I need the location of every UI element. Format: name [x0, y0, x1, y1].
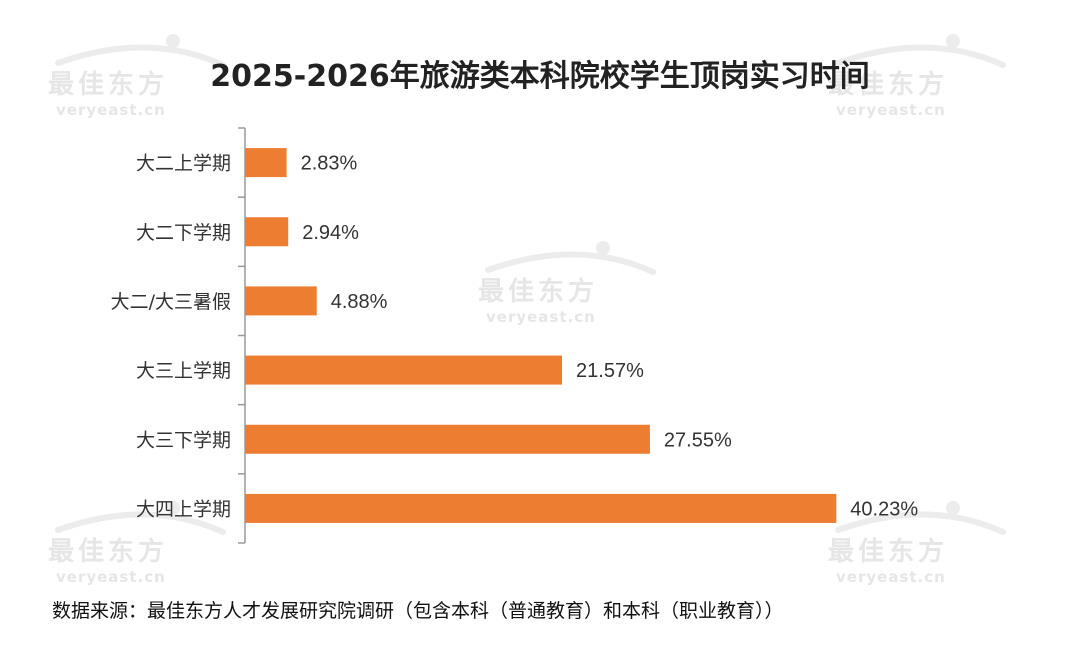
source-note: 数据来源：最佳东方人才发展研究院调研（包含本科（普通教育）和本科（职业教育））	[52, 600, 784, 622]
watermark-brand: 最佳东方	[478, 276, 598, 307]
watermark-swoosh	[835, 44, 1006, 68]
bar	[245, 493, 837, 523]
watermark-brand: 最佳东方	[828, 536, 948, 567]
watermark-site: veryeast.cn	[56, 101, 166, 119]
data-label: 2.94%	[302, 222, 359, 244]
data-label: 4.88%	[331, 291, 388, 313]
bar	[245, 355, 563, 385]
bar	[245, 217, 289, 247]
category-label: 大四上学期	[136, 498, 231, 520]
watermark-brand: 最佳东方	[48, 69, 168, 100]
category-label: 大三下学期	[136, 429, 231, 451]
category-label: 大三上学期	[136, 360, 231, 382]
watermark-swoosh	[485, 251, 656, 275]
watermark-layer: 最佳东方veryeast.cn最佳东方veryeast.cn最佳东方veryea…	[48, 34, 1006, 586]
watermark-brand: 最佳东方	[48, 536, 168, 567]
watermark-dot	[946, 34, 960, 48]
watermark-site: veryeast.cn	[486, 308, 596, 326]
bar	[245, 148, 287, 178]
watermark-dot	[166, 501, 180, 515]
category-label: 大二/大三暑假	[111, 291, 231, 313]
watermark-swoosh	[55, 511, 226, 535]
category-label: 大二上学期	[136, 153, 231, 175]
watermark-swoosh	[55, 44, 226, 68]
data-label: 2.83%	[301, 153, 358, 175]
watermark-dot	[946, 501, 960, 515]
value-labels: 2.83% 2.94% 4.88% 21.57% 27.55% 40.23%	[301, 153, 919, 521]
y-axis-ticks	[238, 127, 245, 544]
data-label: 27.55%	[664, 429, 732, 451]
watermark-brand: 最佳东方	[828, 69, 948, 100]
chart-title: 2025-2026年旅游类本科院校学生顶岗实习时间	[210, 59, 869, 94]
bar	[245, 424, 650, 454]
watermark-swoosh	[835, 511, 1006, 535]
data-label: 40.23%	[850, 498, 918, 520]
watermark-site: veryeast.cn	[836, 568, 946, 586]
data-label: 21.57%	[576, 360, 644, 382]
watermark-dot	[166, 34, 180, 48]
bars-group	[245, 148, 837, 523]
watermark-site: veryeast.cn	[836, 101, 946, 119]
bar	[245, 286, 317, 316]
category-label: 大二下学期	[136, 222, 231, 244]
watermark-dot	[596, 241, 610, 255]
watermark-site: veryeast.cn	[56, 568, 166, 586]
